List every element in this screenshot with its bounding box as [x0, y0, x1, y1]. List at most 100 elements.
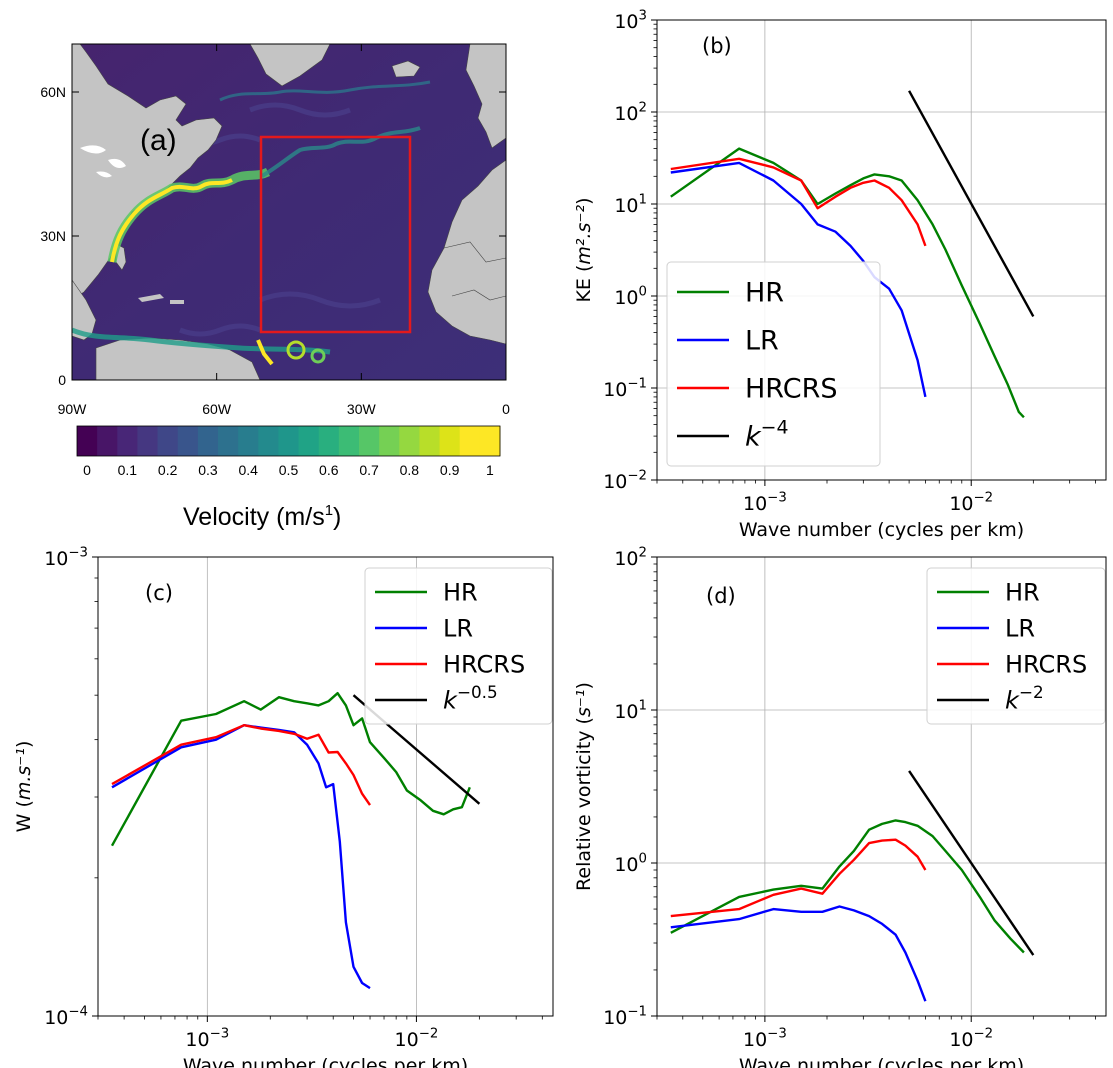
axes-frame: [97, 556, 554, 1017]
legend-label: HRCRS: [1005, 651, 1087, 679]
series-group: [670, 770, 1035, 1002]
map-lat-label: 0: [58, 372, 66, 388]
colorbar-tick-label: 0.3: [198, 462, 218, 478]
map-lon-label: 30W: [347, 401, 377, 417]
map-ticks: 60N 30N 0 90W 60W 30W 0: [40, 44, 510, 417]
y-axis-label: Relative vorticity (s⁻¹): [573, 682, 595, 891]
legend-label: HRCRS: [745, 374, 837, 405]
colorbar-tick-label: 0.4: [238, 462, 258, 478]
map-great-lakes: [80, 145, 126, 178]
colorbar-swatch: [338, 426, 360, 456]
y-tick-label: 10−1: [603, 1004, 647, 1029]
panel-annotation: (c): [145, 581, 173, 605]
colorbar-swatch: [117, 426, 138, 456]
colorbar-swatch: [278, 426, 300, 456]
x-tick-label: 10−3: [743, 1026, 787, 1051]
legend-label: k−2: [1005, 682, 1044, 715]
colorbar-tick-label: 0.6: [319, 462, 339, 478]
colorbar-swatch: [238, 426, 259, 456]
legend-label: LR: [443, 615, 473, 643]
colorbar-swatch: [137, 426, 159, 456]
series-group: [670, 90, 1035, 419]
legend-label: HR: [443, 579, 478, 607]
map-frame: [71, 43, 507, 381]
map-eddy-2: [310, 348, 326, 364]
y-axis-label: W (m.s⁻¹): [13, 741, 35, 833]
colorbar-swatch: [258, 426, 279, 456]
colorbar-tick-label: 0.5: [279, 462, 299, 478]
colorbar-swatch: [97, 426, 118, 456]
y-tick-label: 103: [614, 8, 647, 33]
y-tick-label: 102: [614, 100, 647, 125]
axes-frame: [656, 19, 1107, 481]
map-panel-label: (a): [140, 124, 177, 157]
legend-label: k−4: [745, 417, 789, 453]
x-axis-label: Wave number (cycles per km): [739, 519, 1024, 541]
legend-frame: [926, 567, 1106, 725]
y-axis-label: KE (m².s⁻²): [573, 197, 595, 302]
minor-ticks: [653, 563, 1096, 1020]
y-tick-label: 10−4: [44, 1004, 88, 1029]
colorbar-swatch: [318, 426, 340, 456]
map-land-caribbean: [138, 294, 184, 304]
vorticity-spectrum-panel: 10−3 10−2 10−1 100 101 102 (d) HR LR HRCRS k−2 Wave…: [573, 545, 1107, 1068]
map-eddy-3: [256, 339, 274, 366]
legend-frame: [364, 567, 553, 725]
series-line-lr: [670, 161, 927, 398]
map-ocean: [72, 44, 506, 380]
colorbar-swatch: [399, 426, 420, 456]
minor-ticks: [94, 577, 543, 1020]
series-line-k-reference: [908, 770, 1035, 956]
colorbar-swatch: [298, 426, 320, 456]
colorbar-swatch: [197, 426, 219, 456]
map-panel: (a) 60N 30N 0 90W 60W 30W 0 0 0.1 0.2 0.3 0.4 0.5 0.…: [40, 43, 510, 531]
x-axis-label: Wave number (cycles per km): [739, 1055, 1024, 1068]
legend-label: LR: [745, 326, 779, 357]
map-area: (a): [72, 44, 506, 380]
series-line-lr: [670, 905, 927, 1002]
colorbar-tick-label: 1: [486, 462, 494, 478]
axes-frame: [656, 556, 1107, 1017]
colorbar-swatch: [359, 426, 380, 456]
series-line-lr: [111, 724, 371, 990]
series-group: [110, 692, 481, 990]
y-tick-label: 10−2: [603, 468, 647, 493]
colorbar-tick-label: 0.2: [158, 462, 178, 478]
series-line-hrcrs: [111, 724, 371, 806]
colorbar-swatch: [379, 426, 400, 456]
map-lat-label: 30N: [40, 228, 66, 244]
colorbar-swatch: [157, 426, 179, 456]
colorbar-swatch: [439, 426, 461, 456]
map-land-iceland: [391, 60, 421, 78]
legend: HR LR HRCRS k−4: [666, 261, 881, 467]
colorbar-swatch: [177, 426, 199, 456]
map-land-europe: [465, 44, 506, 149]
y-tick-label: 102: [614, 545, 647, 570]
legend: HR LR HRCRS k−2: [926, 567, 1106, 725]
map-equatorial-current: [72, 327, 331, 355]
y-tick-label: 101: [614, 192, 647, 217]
map-subpolar-current: [219, 80, 431, 102]
map-lon-label: 0: [502, 401, 510, 417]
map-lon-label: 90W: [58, 401, 88, 417]
colorbar-swatch: [459, 426, 481, 456]
series-line-k-reference: [908, 90, 1035, 317]
legend-label: HRCRS: [443, 651, 525, 679]
x-tick-label: 10−2: [949, 1026, 993, 1051]
x-axis-label: Wave number (cycles per km): [183, 1055, 468, 1068]
colorbar-swatch: [419, 426, 441, 456]
series-line-hr: [110, 692, 471, 847]
map-lon-label: 60W: [202, 401, 232, 417]
panel-annotation: (b): [702, 34, 732, 58]
minor-ticks: [653, 23, 1096, 484]
series-line-hrcrs: [670, 157, 927, 247]
y-tick-label: 10−1: [603, 376, 647, 401]
x-tick-label: 10−3: [743, 490, 787, 515]
map-region-box: [259, 135, 412, 334]
series-line-hr: [670, 819, 1025, 954]
colorbar-tick-label: 0.9: [440, 462, 460, 478]
panel-annotation: (d): [706, 584, 736, 608]
map-land-greenland: [249, 44, 331, 87]
legend-label: LR: [1005, 615, 1035, 643]
colorbar: 0 0.1 0.2 0.3 0.4 0.5 0.6 0.7 0.8 0.9 1: [76, 425, 501, 478]
